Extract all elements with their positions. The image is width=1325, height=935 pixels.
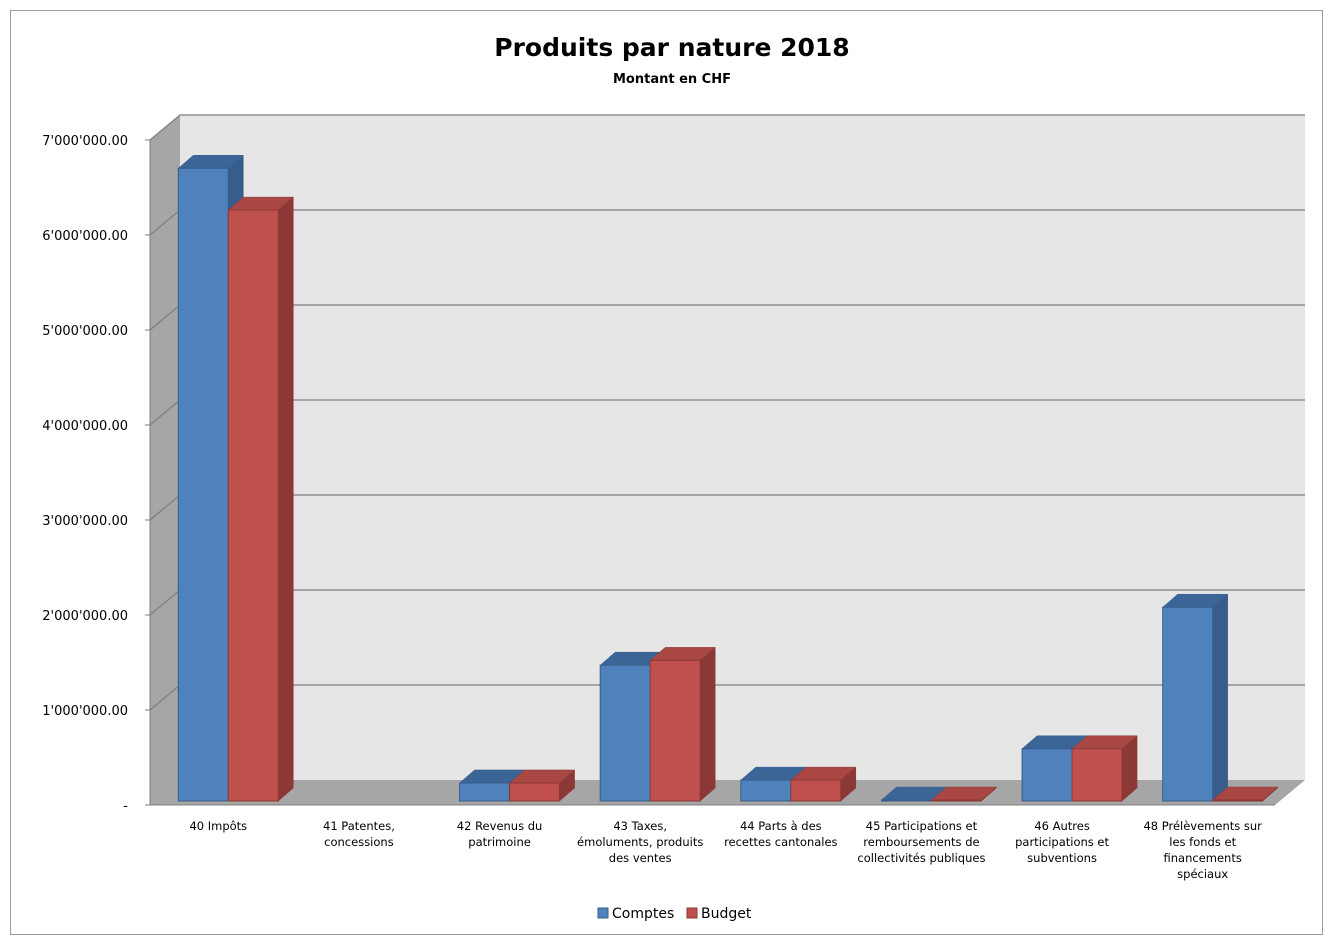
y-tick-label: 7'000'000.00: [42, 134, 128, 149]
bar-budget-3: [508, 769, 576, 802]
x-tick-label: 44 Parts à des recettes cantonales: [724, 819, 838, 849]
legend-item-comptes[interactable]: Comptes: [597, 906, 674, 922]
plot-walls: [150, 115, 1305, 805]
x-tick-label: 45 Participations et remboursements de col…: [857, 819, 985, 865]
bar-budget-1: [227, 196, 294, 802]
legend-label: Budget: [701, 906, 752, 922]
x-tick-label: 48 Prélèvements sur les fonds et financeme…: [1143, 819, 1262, 881]
bar-budget-5: [790, 766, 857, 802]
side-wall: [150, 115, 180, 805]
x-tick-label: 41 Patentes, concessions: [323, 819, 395, 849]
y-tick-label: 2'000'000.00: [42, 609, 128, 624]
chart-subtitle: Montant en CHF: [613, 72, 731, 87]
legend-item-budget[interactable]: Budget: [686, 906, 752, 922]
y-tick-label: 1'000'000.00: [42, 704, 128, 719]
bar-budget-6: [930, 786, 998, 802]
x-tick-label: 40 Impôts: [189, 819, 247, 833]
y-tick-label: 5'000'000.00: [42, 324, 128, 339]
bars: [177, 154, 1279, 802]
x-axis: 40 Impôts 41 Patentes, concessions 42 Reven…: [150, 804, 1275, 881]
x-tick-label: 46 Autres participations et subventions: [1015, 819, 1109, 865]
x-tick-label: 43 Taxes, émoluments, produits des ventes: [577, 819, 703, 865]
floor: [150, 780, 1305, 805]
chart-title: Produits par nature 2018: [494, 33, 849, 62]
legend-swatch: [686, 907, 698, 919]
legend[interactable]: Comptes Budget: [597, 906, 752, 922]
gridline: [149, 114, 1305, 141]
back-wall: [180, 115, 1305, 780]
y-tick-label: 3'000'000.00: [42, 514, 128, 529]
legend-label: Comptes: [612, 906, 674, 922]
bar-budget-8: [1212, 786, 1279, 802]
bar-comptes-8: [1162, 593, 1229, 802]
bar-budget-7: [1071, 735, 1138, 802]
y-axis: - 1'000'000.00 2'000'000.00 3'000'000.00 4'0…: [42, 134, 151, 814]
y-tick-label: -: [123, 799, 128, 814]
legend-swatch: [597, 907, 609, 919]
y-tick-label: 6'000'000.00: [42, 229, 128, 244]
x-tick-label: 42 Revenus du patrimoine: [457, 819, 543, 849]
y-tick-label: 4'000'000.00: [42, 419, 128, 434]
bar-budget-4: [649, 646, 716, 802]
